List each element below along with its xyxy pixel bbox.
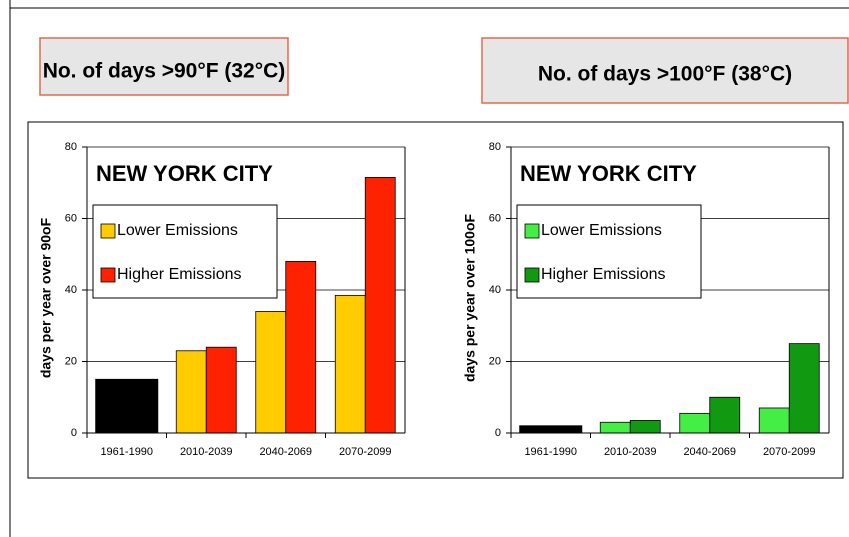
y-tick-label: 60: [65, 212, 77, 224]
y-tick-label: 40: [65, 284, 77, 296]
header-box: [39, 37, 289, 96]
bar: [599, 421, 631, 434]
y-tick-label: 40: [489, 284, 501, 296]
bar: [205, 346, 237, 434]
bar: [255, 311, 287, 434]
bar: [519, 425, 583, 434]
bar: [95, 378, 159, 434]
bar: [788, 343, 820, 434]
chart-panel: [27, 121, 844, 479]
bar: [364, 176, 396, 434]
y-tick-label: 80: [65, 141, 77, 153]
bar: [175, 350, 207, 434]
legend-label: Higher Emissions: [541, 266, 665, 283]
legend-label: Lower Emissions: [117, 222, 238, 239]
legend-swatch: [100, 267, 116, 283]
bar: [629, 420, 661, 434]
legend-label: Higher Emissions: [117, 266, 241, 283]
header-title: No. of days >100°F (38°C): [538, 63, 792, 86]
legend-label: Lower Emissions: [541, 222, 662, 239]
legend-swatch: [524, 267, 540, 283]
bar: [334, 294, 366, 434]
legend-box: [92, 204, 278, 299]
x-tick-label: 2010-2039: [180, 446, 233, 458]
x-tick-label: 1961-1990: [524, 446, 577, 458]
bar: [285, 260, 317, 434]
x-tick-label: 2040-2069: [259, 446, 312, 458]
bar: [758, 407, 790, 434]
y-tick-label: 0: [71, 427, 77, 439]
y-axis-label: days per year over 90oF: [38, 217, 54, 378]
x-tick-label: 1961-1990: [100, 446, 153, 458]
y-tick-label: 60: [489, 212, 501, 224]
legend-swatch: [100, 223, 116, 239]
legend-swatch: [524, 223, 540, 239]
chart-title: NEW YORK CITY: [96, 161, 273, 186]
x-tick-label: 2070-2099: [763, 446, 816, 458]
x-tick-label: 2040-2069: [683, 446, 736, 458]
y-tick-label: 80: [489, 141, 501, 153]
y-tick-label: 20: [489, 355, 501, 367]
bar: [709, 396, 741, 434]
x-tick-label: 2010-2039: [604, 446, 657, 458]
header-box: [481, 37, 849, 104]
x-tick-label: 2070-2099: [339, 446, 392, 458]
bar: [679, 412, 711, 434]
chart-title: NEW YORK CITY: [520, 161, 697, 186]
header-title: No. of days >90°F (32°C): [43, 60, 286, 83]
legend-box: [516, 204, 702, 299]
y-tick-label: 20: [65, 355, 77, 367]
y-axis-label: days per year over 100oF: [462, 214, 478, 383]
y-tick-label: 0: [495, 427, 501, 439]
